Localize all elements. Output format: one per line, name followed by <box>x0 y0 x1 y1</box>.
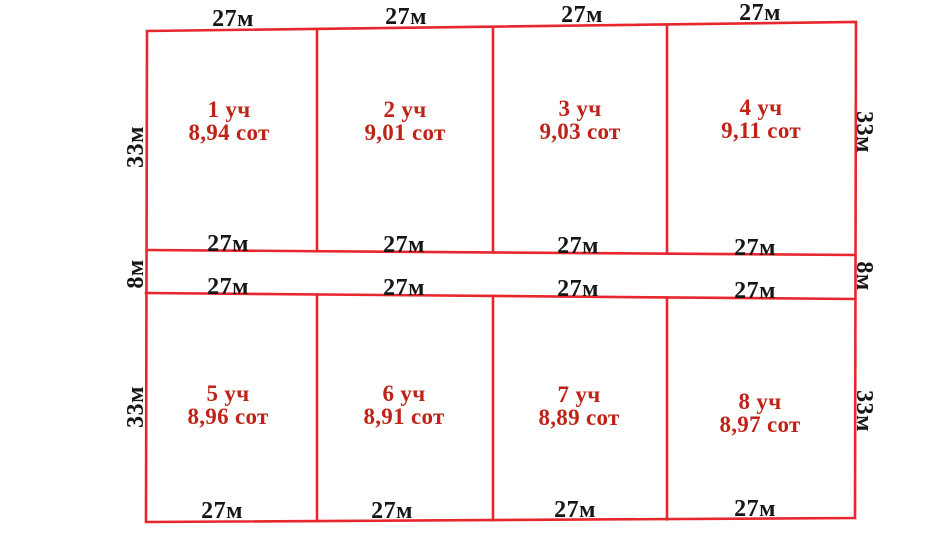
plot-6-area: 8,91 сот <box>363 404 445 429</box>
road-top-line <box>145 248 857 257</box>
plot-2-number: 2 уч <box>383 97 427 122</box>
dimension-left-top: 33м <box>123 126 149 168</box>
plot-3-number: 3 уч <box>558 96 602 121</box>
outer-boundary <box>144 20 858 524</box>
plot-4-label: 4 уч 9,11 сот <box>721 96 801 142</box>
road-bottom-line <box>144 291 857 301</box>
plot-4-area: 9,11 сот <box>721 118 801 143</box>
dimension-row2-top-4: 27м <box>734 278 776 304</box>
dimension-row2-top-3: 27м <box>557 276 599 302</box>
dimension-top-3: 27м <box>561 2 603 28</box>
dimension-top-4: 27м <box>739 0 781 26</box>
plot-5-area: 8,96 сот <box>187 404 269 429</box>
plot-2-label: 2 уч 9,01 сот <box>364 98 445 144</box>
plot-3-area: 9,03 сот <box>539 119 621 144</box>
plot-8-label: 8 уч 8,97 сот <box>719 390 800 436</box>
plot-6-number: 6 уч <box>382 381 426 406</box>
plot-7-label: 7 уч 8,89 сот <box>538 383 619 429</box>
dimension-right-bottom: 33м <box>851 390 877 432</box>
plot-8-number: 8 уч <box>738 389 782 414</box>
dimension-row1-bottom-4: 27м <box>734 235 776 261</box>
dimension-top-2: 27м <box>385 4 427 30</box>
plot-7-number: 7 уч <box>557 382 601 407</box>
plot-7-area: 8,89 сот <box>538 405 620 430</box>
plot-3-label: 3 уч 9,03 сот <box>539 97 620 143</box>
dimension-row1-bottom-2: 27м <box>383 232 425 258</box>
dimension-right-top: 33м <box>851 111 877 153</box>
plot-1-label: 1 уч 8,94 сот <box>188 98 269 144</box>
dimension-left-road: 8м <box>123 259 149 289</box>
dimension-row1-bottom-1: 27м <box>207 231 249 257</box>
dimension-right-road: 8м <box>851 261 877 291</box>
dimension-bottom-3: 27м <box>554 497 596 523</box>
dimension-row2-top-2: 27м <box>383 275 425 301</box>
dimension-top-1: 27м <box>212 6 254 32</box>
plot-5-label: 5 уч 8,96 сот <box>187 382 268 428</box>
dimension-left-bottom: 33м <box>123 386 149 428</box>
plot-2-area: 9,01 сот <box>364 120 446 145</box>
plot-1-number: 1 уч <box>207 97 251 122</box>
dimension-bottom-2: 27м <box>371 498 413 524</box>
plot-8-area: 8,97 сот <box>719 412 801 437</box>
dimension-row2-top-1: 27м <box>207 274 249 300</box>
plot-5-number: 5 уч <box>206 381 250 406</box>
plot-1-area: 8,94 сот <box>188 120 270 145</box>
dimension-bottom-1: 27м <box>201 498 243 524</box>
dimension-row1-bottom-3: 27м <box>557 233 599 259</box>
dimension-bottom-4: 27м <box>734 496 776 522</box>
plot-4-number: 4 уч <box>739 95 783 120</box>
plot-6-label: 6 уч 8,91 сот <box>363 382 444 428</box>
